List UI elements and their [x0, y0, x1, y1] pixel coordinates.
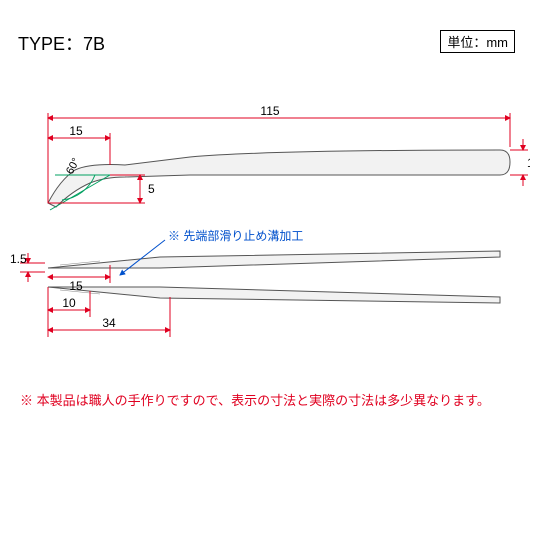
unit-box: 単位：mm	[440, 30, 515, 53]
dim-side-15: 15	[69, 279, 83, 293]
disclaimer-prefix: ※	[20, 393, 33, 408]
tip-groove-note: ※ 先端部滑り止め溝加工	[168, 227, 303, 244]
note-prefix: ※	[168, 229, 180, 243]
dim-side-34: 34	[102, 316, 116, 330]
disclaimer-body: 本製品は職人の手作りですので、表示の寸法と実際の寸法は多少異なります。	[37, 393, 490, 408]
dim-side-10: 10	[62, 296, 76, 310]
dim-tip-thickness: 1.5	[10, 252, 27, 266]
disclaimer-text: ※ 本製品は職人の手作りですので、表示の寸法と実際の寸法は多少異なります。	[20, 390, 520, 409]
technical-drawing: 115 15 60° 5 10 10 1.5 15 10 34	[10, 105, 530, 365]
type-label: TYPE：7B	[18, 30, 105, 56]
dim-tip-drop: 5	[148, 182, 155, 196]
plan-upper-prong	[48, 251, 500, 268]
dim-overall-length: 115	[260, 105, 279, 118]
dim-handle-height-txt: 10	[527, 156, 530, 170]
plan-lower-prong	[48, 287, 500, 303]
dim-tip-length: 15	[69, 124, 83, 138]
top-view-body	[48, 150, 510, 207]
note-text: 先端部滑り止め溝加工	[183, 229, 303, 243]
